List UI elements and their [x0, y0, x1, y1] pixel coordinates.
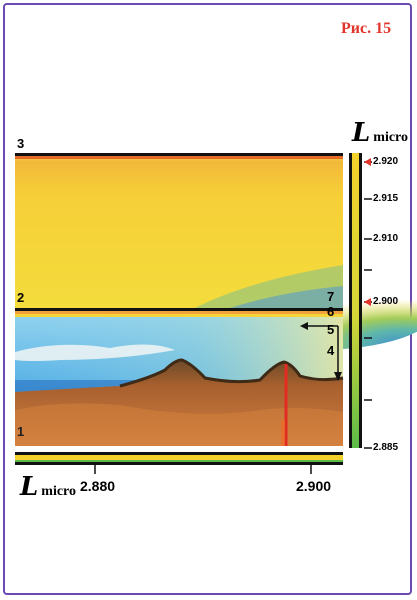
bottom-axis-title: L micro	[20, 472, 77, 502]
tick-label: 2.920	[373, 156, 399, 167]
tick-label: 2.900	[373, 296, 399, 307]
marker-6: 6	[327, 304, 335, 319]
marker-5: 5	[327, 322, 335, 337]
mountains	[15, 360, 343, 446]
x-tick-label: 2.900	[296, 478, 332, 494]
tick-label: 2.885	[373, 442, 399, 453]
x-tick-label: 2.880	[80, 478, 116, 494]
marker-2: 2	[17, 290, 25, 305]
marker-4: 4	[327, 343, 335, 358]
marker-7: 7	[327, 289, 335, 304]
clouds	[15, 344, 175, 361]
tick-label: 2.910	[373, 233, 399, 244]
tick-label: 2.915	[373, 193, 399, 204]
scale-bar	[352, 153, 359, 448]
marker-1: 1	[17, 424, 25, 439]
right-axis-title: L micro	[352, 118, 409, 148]
figure-label: Рис. 15	[341, 20, 392, 37]
scale-marker	[364, 298, 371, 306]
scale-marker	[364, 158, 371, 166]
marker-3: 3	[17, 136, 25, 151]
